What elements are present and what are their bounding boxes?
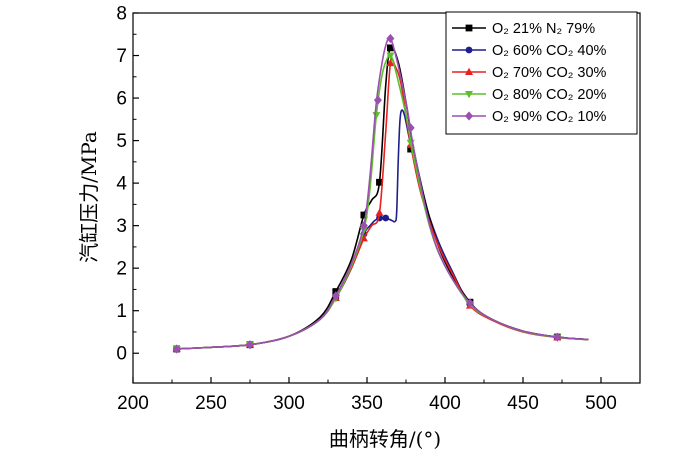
data-point	[386, 33, 395, 44]
legend-marker	[465, 24, 473, 32]
y-tick-label: 3	[116, 216, 127, 237]
series-layer	[172, 33, 589, 354]
y-tick-label: 5	[116, 131, 127, 152]
legend-marker	[465, 67, 473, 75]
x-tick-label: 200	[117, 393, 149, 414]
y-tick-label: 7	[116, 46, 127, 67]
y-tick-label: 2	[116, 259, 127, 280]
legend-item: O₂ 60% CO₂ 40%	[452, 43, 607, 59]
legend-box	[445, 11, 638, 135]
y-tick-label: 4	[116, 174, 127, 195]
data-point	[360, 211, 368, 219]
y-tick-label: 6	[116, 89, 127, 110]
data-point	[372, 112, 381, 120]
x-tick-label: 450	[507, 393, 539, 414]
legend-item: O₂ 70% CO₂ 30%	[452, 65, 607, 81]
legend-marker	[465, 111, 473, 121]
data-point	[387, 44, 394, 52]
data-point	[172, 344, 181, 354]
data-point	[553, 332, 562, 342]
legend-label: O₂ 80% CO₂ 20%	[492, 87, 607, 103]
legend-item: O₂ 90% CO₂ 10%	[452, 109, 607, 125]
legend-item: O₂ 80% CO₂ 20%	[452, 87, 607, 103]
x-tick-label: 400	[429, 393, 461, 414]
x-axis-title: 曲柄转角/(°)	[329, 427, 441, 451]
y-tick-label: 0	[116, 344, 127, 365]
legend-label: O₂ 70% CO₂ 30%	[492, 65, 607, 81]
data-point	[331, 291, 340, 301]
y-axis-title: 汽缸压力/MPa	[77, 131, 101, 263]
data-point	[406, 123, 415, 133]
series-5	[172, 33, 589, 354]
data-point	[359, 221, 368, 231]
data-point	[386, 52, 395, 60]
legend-label: O₂ 60% CO₂ 40%	[492, 43, 607, 59]
data-point	[386, 58, 395, 67]
y-tick-label: 8	[116, 4, 127, 25]
data-point	[376, 178, 383, 186]
data-point	[465, 298, 474, 308]
x-tick-label: 250	[195, 393, 227, 414]
x-tick-label: 350	[351, 393, 383, 414]
x-tick-label: 500	[585, 393, 617, 414]
axes-layer: 200 250 300 350 400 450 500 0 1 2 3 4 5 6 7 8	[116, 4, 641, 414]
legend-marker	[465, 91, 473, 99]
y-tick-label: 1	[116, 301, 127, 322]
x-tick-label: 300	[273, 393, 305, 414]
data-point	[246, 340, 254, 350]
data-point	[359, 226, 368, 235]
data-point	[375, 208, 384, 216]
legend-item: O₂ 21% N₂ 79%	[452, 21, 595, 37]
data-point	[373, 95, 382, 105]
legend-marker	[465, 46, 473, 54]
legend-label: O₂ 90% CO₂ 10%	[492, 109, 607, 125]
plot-frame	[132, 12, 641, 384]
data-point	[382, 214, 390, 222]
legend-label: O₂ 21% N₂ 79%	[492, 21, 595, 37]
legend: O₂ 21% N₂ 79% O₂ 60% CO₂ 40% O₂ 70% CO₂ 30…	[445, 11, 638, 135]
